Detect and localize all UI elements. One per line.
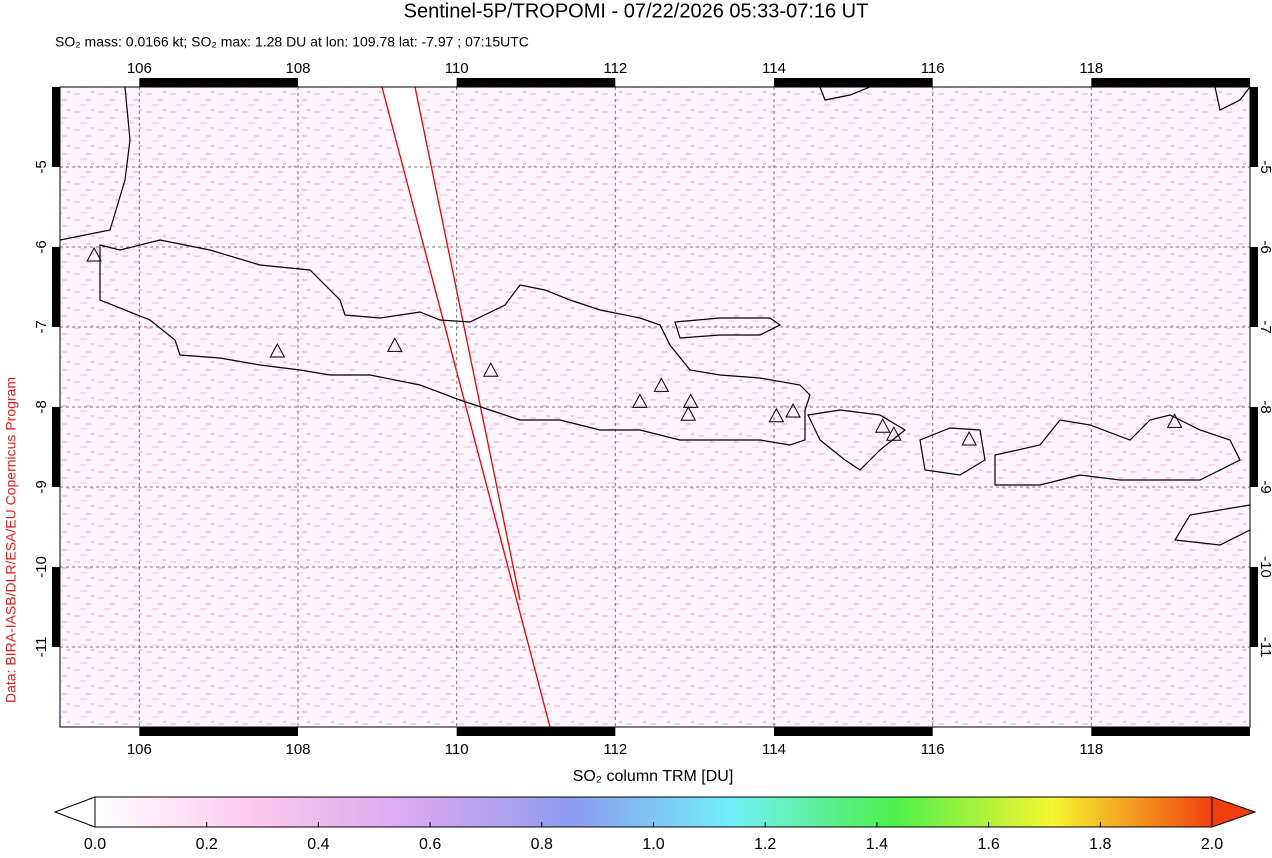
y-tick-label: -8 [1257, 400, 1272, 413]
subtitle: SO₂ mass: 0.0166 kt; SO₂ max: 1.28 DU at… [55, 34, 529, 50]
colorbar-arrow-high [1211, 796, 1257, 828]
orbit-edge [414, 87, 521, 601]
volcano [86, 246, 102, 262]
coastline [1214, 87, 1250, 111]
colorbar-tick-label: 0.0 [84, 836, 106, 853]
volcano [874, 418, 891, 433]
border-strip [1091, 78, 1250, 87]
y-tick-label: -7 [33, 320, 50, 333]
volcano [785, 402, 801, 418]
source-label: Data: BIRA-IASB/DLR/ESA/EU Copernicus Pr… [3, 377, 19, 703]
border-strip [1250, 567, 1258, 647]
volcano [768, 407, 785, 423]
coastline [994, 414, 1241, 486]
border-strip [1091, 727, 1250, 736]
colorbar-tick-label: 0.8 [531, 836, 553, 853]
volcano [632, 393, 648, 408]
volcano [269, 342, 286, 358]
y-tick-label: -5 [1257, 160, 1272, 173]
y-tick-label: -9 [33, 480, 50, 493]
y-tick-label: -5 [33, 160, 50, 173]
volcano [482, 362, 499, 377]
border-strip [52, 567, 60, 647]
y-tick-label: -6 [1257, 240, 1272, 253]
coastline [919, 427, 986, 476]
y-tick-label: -8 [33, 400, 50, 413]
y-tick-label: -11 [33, 637, 50, 658]
border-strip [456, 78, 616, 87]
chart-title: Sentinel-5P/TROPOMI - 07/22/2026 05:33-0… [404, 0, 869, 22]
orbit-edge [381, 87, 551, 727]
border-strip [139, 727, 298, 736]
colorbar-tick-label: 0.6 [419, 836, 441, 853]
x-tick-label: 114 [762, 60, 786, 77]
colorbar-arrow-low [53, 796, 96, 828]
y-tick-label: -10 [1257, 556, 1272, 578]
volcano [961, 430, 977, 446]
colorbar-tick-label: 1.4 [866, 836, 888, 853]
coastline [60, 87, 131, 241]
x-tick-label: 118 [1079, 60, 1103, 77]
border-strip [1250, 247, 1258, 327]
x-tick-label: 108 [285, 741, 310, 758]
x-tick-label: 106 [127, 60, 152, 77]
x-tick-label: 116 [921, 60, 945, 77]
border-strip [456, 727, 616, 736]
y-tick-label: -6 [33, 240, 50, 253]
colorbar-tick-label: 1.0 [642, 836, 664, 853]
volcano [885, 426, 902, 441]
colorbar-tick-label: 0.4 [307, 836, 329, 853]
x-tick-label: 110 [445, 741, 469, 758]
x-tick-label: 112 [603, 741, 627, 758]
border-strip [774, 78, 933, 87]
coastline [1174, 504, 1250, 546]
coastline [807, 409, 907, 471]
border-strip [774, 727, 933, 736]
volcano [386, 337, 403, 352]
border-strip [139, 78, 298, 87]
volcano [653, 377, 670, 392]
border-strip [1250, 87, 1258, 167]
y-tick-label: -9 [1257, 480, 1272, 493]
border-strip [1250, 407, 1258, 487]
x-tick-label: 114 [762, 741, 786, 758]
colorbar-tick-label: 1.8 [1089, 836, 1111, 853]
colorbar-tick-label: 2.0 [1201, 836, 1223, 853]
volcano [1166, 413, 1183, 428]
y-tick-label: -11 [1257, 637, 1272, 658]
x-tick-label: 118 [1079, 741, 1103, 758]
x-tick-label: 110 [445, 60, 469, 77]
colorbar-tick-label: 1.2 [754, 836, 776, 853]
x-tick-label: 116 [921, 741, 945, 758]
y-tick-label: -10 [33, 556, 50, 578]
border-strip [52, 87, 60, 167]
x-tick-label: 108 [285, 60, 310, 77]
border-strip [52, 247, 60, 327]
colorbar-tick-label: 0.2 [196, 836, 218, 853]
colorbar-tick-label: 1.6 [977, 836, 999, 853]
colorbar-label: SO₂ column TRM [DU] [573, 768, 734, 785]
x-tick-label: 106 [127, 741, 152, 758]
volcano [680, 406, 697, 421]
border-strip [52, 407, 60, 487]
y-tick-label: -7 [1257, 320, 1272, 333]
volcano [682, 393, 699, 408]
orbit-gap [382, 87, 517, 590]
coastline [99, 239, 811, 446]
coastline [674, 317, 782, 339]
map-area [60, 87, 1250, 727]
coastline [819, 87, 871, 101]
x-tick-label: 112 [603, 60, 627, 77]
